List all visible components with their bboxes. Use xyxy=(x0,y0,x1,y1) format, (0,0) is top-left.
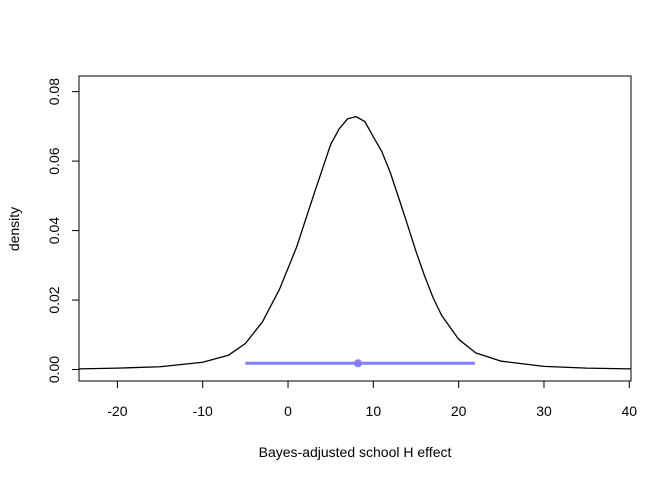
y-tick-label: 0.04 xyxy=(46,217,62,244)
x-tick-label: -10 xyxy=(193,403,213,419)
density-curve xyxy=(78,115,632,370)
y-tick-label: 0.06 xyxy=(46,147,62,174)
plot-area xyxy=(78,115,632,370)
x-axis: -20 -10 0 10 20 30 40 xyxy=(107,380,638,419)
y-axis: 0.00 0.02 0.04 0.06 0.08 xyxy=(46,78,80,383)
x-tick-label: 30 xyxy=(536,403,552,419)
y-tick-label: 0.00 xyxy=(46,356,62,383)
x-tick-label: 20 xyxy=(451,403,467,419)
x-tick-label: 40 xyxy=(622,403,638,419)
x-tick-label: 10 xyxy=(366,403,382,419)
y-tick-label: 0.02 xyxy=(46,286,62,313)
x-tick-label: -20 xyxy=(107,403,127,419)
plot-box xyxy=(78,75,632,382)
y-axis-title: density xyxy=(6,207,22,251)
y-tick-label: 0.08 xyxy=(46,78,62,105)
point-estimate xyxy=(353,359,362,368)
x-tick-label: 0 xyxy=(284,403,292,419)
x-axis-title: Bayes-adjusted school H effect xyxy=(259,444,452,460)
